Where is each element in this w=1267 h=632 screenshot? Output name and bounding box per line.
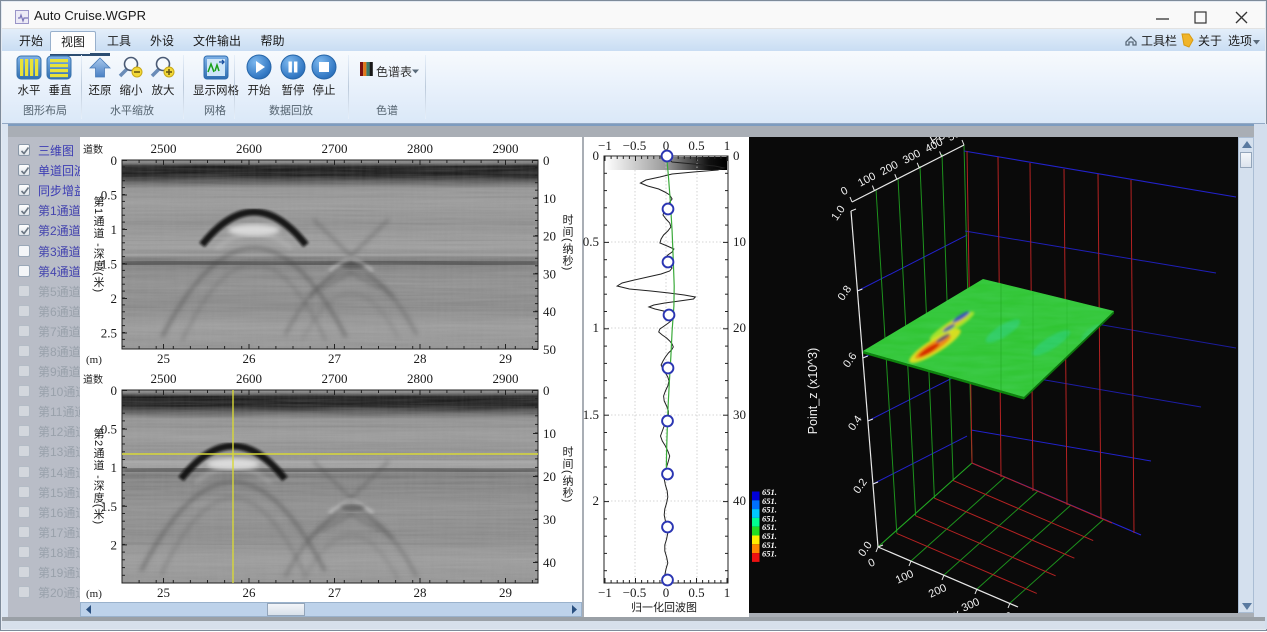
- svg-text:0.5: 0.5: [688, 585, 704, 600]
- svg-text:651.: 651.: [762, 513, 777, 523]
- svg-text:2: 2: [593, 493, 600, 508]
- svg-text:29: 29: [499, 585, 512, 600]
- svg-text:28: 28: [414, 585, 427, 600]
- svg-text:2700: 2700: [322, 371, 348, 386]
- svg-text:27: 27: [328, 351, 342, 366]
- svg-text:0.4: 0.4: [846, 414, 865, 433]
- svg-text:1: 1: [111, 460, 118, 475]
- svg-text:1: 1: [593, 320, 600, 335]
- svg-text:1.0: 1.0: [829, 204, 848, 223]
- svg-text:1: 1: [724, 138, 731, 153]
- svg-text:651.: 651.: [762, 540, 777, 550]
- svg-text:300: 300: [960, 596, 982, 615]
- svg-text:30: 30: [733, 407, 746, 422]
- svg-text:2600: 2600: [236, 141, 262, 156]
- svg-text:28: 28: [414, 351, 427, 366]
- svg-text:2600: 2600: [236, 371, 262, 386]
- svg-text:100: 100: [856, 170, 878, 189]
- svg-text:29: 29: [499, 351, 512, 366]
- svg-text:0: 0: [663, 585, 670, 600]
- svg-text:−0.5: −0.5: [623, 138, 647, 153]
- svg-text:(m): (m): [86, 354, 102, 366]
- svg-text:0.6: 0.6: [841, 351, 860, 370]
- svg-text:651.: 651.: [762, 487, 777, 497]
- svg-text:20: 20: [543, 469, 556, 484]
- svg-text:2800: 2800: [407, 141, 433, 156]
- svg-text:20: 20: [733, 320, 746, 335]
- svg-text:200: 200: [927, 582, 949, 601]
- svg-text:10: 10: [543, 426, 556, 441]
- svg-text:651.: 651.: [762, 505, 777, 515]
- svg-text:0: 0: [111, 383, 118, 398]
- svg-text:0.5: 0.5: [583, 234, 599, 249]
- svg-text:40: 40: [543, 555, 556, 570]
- svg-text:2500: 2500: [151, 371, 177, 386]
- svg-text:0.5: 0.5: [688, 138, 704, 153]
- svg-text:2700: 2700: [322, 141, 348, 156]
- svg-text:2: 2: [111, 291, 118, 306]
- svg-text:500: 500: [946, 125, 968, 144]
- svg-text:2900: 2900: [493, 371, 519, 386]
- svg-text:(m): (m): [86, 588, 102, 600]
- svg-text:2800: 2800: [407, 371, 433, 386]
- svg-text:Point_z (x10^3): Point_z (x10^3): [806, 348, 820, 434]
- svg-text:651.: 651.: [762, 496, 777, 506]
- svg-text:1.5: 1.5: [583, 407, 599, 422]
- svg-text:0.5: 0.5: [101, 188, 117, 203]
- svg-text:0: 0: [593, 148, 600, 163]
- svg-text:2: 2: [111, 537, 118, 552]
- svg-text:−1: −1: [598, 585, 612, 600]
- svg-text:10: 10: [543, 191, 556, 206]
- svg-text:651.: 651.: [762, 522, 777, 532]
- svg-text:−1: −1: [598, 138, 612, 153]
- svg-text:−0.5: −0.5: [623, 585, 647, 600]
- svg-text:2900: 2900: [493, 141, 519, 156]
- svg-text:2.5: 2.5: [101, 326, 117, 341]
- svg-text:25: 25: [157, 351, 170, 366]
- svg-text:10: 10: [733, 234, 746, 249]
- svg-text:26: 26: [243, 351, 257, 366]
- svg-text:40: 40: [733, 493, 746, 508]
- svg-text:1: 1: [724, 585, 731, 600]
- svg-text:400: 400: [993, 610, 1015, 629]
- svg-text:Trace_x: Trace_x: [916, 606, 963, 632]
- svg-text:300: 300: [901, 148, 923, 167]
- svg-text:0.8: 0.8: [836, 284, 855, 303]
- svg-text:651.: 651.: [762, 531, 777, 541]
- svg-text:0.5: 0.5: [101, 422, 117, 437]
- svg-text:1: 1: [111, 222, 118, 237]
- svg-text:0: 0: [663, 138, 670, 153]
- svg-text:0.2: 0.2: [851, 477, 870, 496]
- svg-text:0: 0: [543, 383, 550, 398]
- svg-text:1.5: 1.5: [101, 257, 117, 272]
- svg-text:30: 30: [543, 512, 556, 527]
- svg-text:2500: 2500: [151, 141, 177, 156]
- svg-text:651.: 651.: [762, 549, 777, 559]
- svg-text:30: 30: [543, 266, 556, 281]
- svg-text:0: 0: [839, 185, 850, 198]
- svg-text:0: 0: [111, 153, 118, 168]
- svg-text:27: 27: [328, 585, 342, 600]
- svg-text:100: 100: [894, 568, 916, 587]
- svg-text:25: 25: [157, 585, 170, 600]
- svg-text:50: 50: [543, 342, 556, 357]
- svg-text:20: 20: [543, 229, 556, 244]
- svg-text:1.5: 1.5: [101, 499, 117, 514]
- svg-text:0: 0: [543, 153, 550, 168]
- svg-text:0: 0: [733, 148, 740, 163]
- svg-text:200: 200: [878, 159, 900, 178]
- svg-text:40: 40: [543, 304, 556, 319]
- svg-text:0: 0: [866, 557, 877, 570]
- svg-text:26: 26: [243, 585, 257, 600]
- svg-text:0.0: 0.0: [856, 540, 875, 559]
